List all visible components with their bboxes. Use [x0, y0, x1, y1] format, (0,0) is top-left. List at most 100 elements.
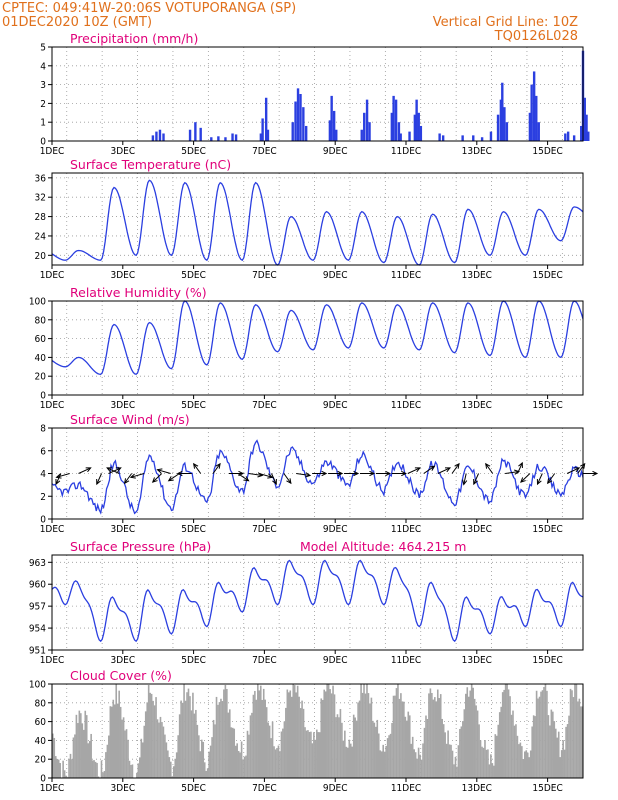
cloud-bar	[316, 729, 318, 778]
cloud-bar	[484, 740, 486, 778]
cloud-bar	[367, 693, 370, 778]
cloud-bar	[488, 764, 491, 778]
cloud-bar	[451, 750, 454, 778]
x-tick-label: 9DEC	[323, 270, 348, 281]
cloud-bar	[127, 739, 129, 778]
cloud-bar	[97, 776, 100, 778]
cloud-bar	[372, 720, 374, 778]
wind-arrow-head	[305, 472, 312, 478]
wind-arrow-head	[518, 461, 523, 468]
panel-cloud: 0 20 40 60 80 100 1DEC 3DEC 5DEC 7DEC 9DEC 11DEC 13D…	[29, 668, 584, 794]
cloud-bar	[557, 731, 560, 778]
cloud-bar	[288, 692, 290, 778]
cloud-bar	[304, 727, 306, 778]
wind-arrow-head	[429, 465, 436, 471]
cloud-bar	[444, 732, 446, 778]
x-tick-label: 9DEC	[323, 400, 348, 411]
x-tick-label: 1DEC	[40, 524, 65, 535]
cloud-bar	[175, 752, 178, 778]
cloud-bar	[429, 688, 432, 778]
cloud-bar	[156, 719, 159, 778]
y-tick-label: 4	[40, 61, 46, 72]
cloud-bar	[178, 714, 181, 778]
cloud-bar	[478, 724, 480, 778]
wind-arrow	[157, 469, 171, 474]
cloud-bar	[400, 693, 402, 778]
cloud-bar	[428, 693, 430, 778]
y-tick-label: 36	[35, 173, 47, 184]
cloud-bar	[292, 684, 295, 778]
precip-bar	[199, 127, 202, 141]
wind-arrow	[212, 463, 221, 474]
panel-title: Surface Wind (m/s)	[70, 412, 190, 427]
cloud-bar	[540, 691, 542, 778]
precip-bar	[438, 133, 441, 141]
cloud-bar	[344, 730, 346, 778]
cloud-bar	[565, 726, 567, 778]
cloud-bar	[181, 702, 184, 778]
cloud-bar	[495, 735, 498, 778]
cloud-bar	[115, 684, 118, 778]
precip-bar	[503, 107, 506, 141]
cloud-bar	[305, 730, 308, 778]
cloud-bar	[336, 714, 339, 778]
cloud-bar	[408, 715, 411, 778]
cloud-bar	[465, 693, 467, 778]
cloud-bar	[227, 712, 230, 778]
panel-title: Cloud Cover (%)	[70, 668, 172, 683]
cloud-bar	[276, 748, 278, 778]
precip-bar	[413, 114, 417, 141]
precip-bar	[419, 125, 423, 141]
cloud-bar	[193, 713, 196, 778]
cloud-bar	[417, 747, 420, 778]
cloud-bar	[255, 699, 258, 778]
cloud-bar	[515, 724, 517, 778]
precip-bar	[496, 114, 500, 141]
cloud-bar	[108, 735, 110, 778]
x-tick-label: 15DEC	[532, 400, 562, 411]
cloud-bar	[124, 730, 126, 778]
precip-bar	[266, 129, 270, 141]
cloud-bar	[299, 708, 302, 778]
y-tick-label: 960	[29, 580, 46, 591]
x-tick-label: 1DEC	[40, 655, 65, 666]
header-station: CPTEC: 049:41W-20:06S VOTUPORANGA (SP)	[2, 1, 296, 16]
precip-bar	[535, 95, 538, 141]
cloud-bar	[59, 763, 61, 778]
cloud-bar	[345, 746, 348, 778]
y-tick-label: 0	[40, 391, 46, 402]
cloud-bar	[318, 732, 321, 778]
cloud-bar	[467, 696, 470, 778]
cloud-bar	[413, 749, 415, 778]
wind-arrow	[485, 463, 494, 474]
cloud-bar	[155, 697, 157, 778]
cloud-bar	[146, 702, 148, 778]
wind-arrow-head	[176, 470, 183, 477]
x-tick-label: 3DEC	[110, 783, 135, 794]
cloud-bar	[311, 743, 314, 778]
precip-bar	[330, 95, 333, 141]
cloud-bar	[199, 751, 202, 778]
cloud-bar	[189, 696, 191, 778]
wind-arrow	[78, 467, 91, 474]
cloud-bar	[52, 733, 54, 778]
cloud-bar	[507, 689, 510, 778]
wind-arrow-head	[369, 470, 376, 477]
cloud-bar	[68, 758, 70, 778]
cloud-bar	[335, 717, 337, 778]
x-tick-label: 7DEC	[252, 270, 277, 281]
cloud-bar	[249, 715, 252, 778]
cloud-bar	[217, 704, 219, 778]
cloud-bar	[531, 726, 533, 778]
cloud-bar	[475, 705, 477, 778]
wind-arrow-head	[123, 478, 130, 485]
wind-arrow	[237, 473, 249, 482]
wind-arrow	[537, 473, 543, 485]
cloud-bar	[355, 720, 358, 778]
temp-series-line	[51, 179, 584, 266]
cloud-bar	[237, 750, 240, 778]
cloud-bar	[215, 696, 218, 778]
cloud-bar	[257, 684, 259, 778]
cloud-bar	[553, 721, 556, 778]
